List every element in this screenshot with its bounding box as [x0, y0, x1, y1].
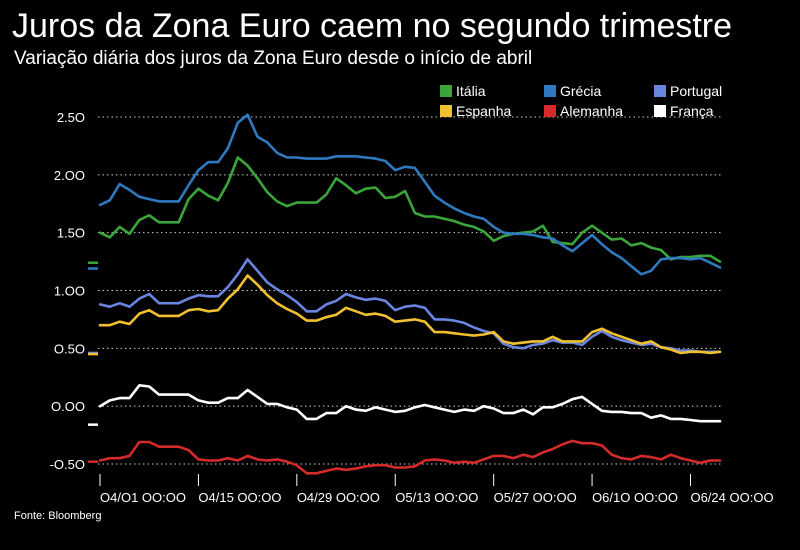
y-tick-label: O.5O: [54, 341, 85, 356]
legend-label-grecia: Grécia: [560, 83, 602, 99]
legend-swatch-alemanha: [544, 105, 556, 117]
x-tick-label: O4/O1 OO:OO: [100, 490, 186, 505]
legend-label-franca: França: [670, 103, 714, 119]
source-note: Fonte: Bloomberg: [14, 510, 102, 522]
x-tick-label: O5/13 OO:OO: [395, 490, 478, 505]
series-line-italia: [98, 156, 722, 263]
x-tick-label: O6/24 OO:OO: [690, 490, 773, 505]
legend-label-portugal: Portugal: [670, 83, 723, 99]
legend-label-alemanha: Alemanha: [560, 103, 624, 119]
y-tick-label: -O.5O: [50, 457, 85, 472]
x-tick-label: O4/29 OO:OO: [297, 490, 380, 505]
legend-item-italia[interactable]: Itália: [440, 82, 486, 100]
chart-subtitle: Variação diária dos juros da Zona Euro d…: [14, 48, 533, 69]
legend-item-portugal[interactable]: Portugal: [654, 82, 722, 100]
legend-swatch-italia: [440, 85, 452, 97]
legend-label-espanha: Espanha: [456, 103, 512, 119]
x-tick-label: O4/15 OO:OO: [198, 490, 281, 505]
series-line-espanha: [98, 274, 722, 355]
legend-item-espanha[interactable]: Espanha: [440, 102, 511, 120]
legend-label-italia: Itália: [456, 83, 486, 99]
legend-swatch-grecia: [544, 85, 556, 97]
legend-item-franca[interactable]: França: [654, 102, 714, 120]
series-line-alemanha: [98, 439, 722, 475]
legend-item-grecia[interactable]: Grécia: [544, 82, 601, 100]
y-tick-label: 2.5O: [57, 110, 85, 125]
legend-swatch-franca: [654, 105, 666, 117]
series-line-grecia: [98, 113, 722, 276]
y-tick-label: 1.5O: [57, 226, 85, 241]
y-tick-label: 1.OO: [54, 284, 85, 299]
legend-item-alemanha[interactable]: Alemanha: [544, 102, 623, 120]
chart-title: Juros da Zona Euro caem no segundo trime…: [12, 7, 733, 45]
chart-legend: Itália Grécia Portugal Espanha Alemanha …: [440, 82, 760, 122]
legend-swatch-portugal: [654, 85, 666, 97]
series-line-portugal: [98, 257, 722, 354]
x-tick-label: O5/27 OO:OO: [494, 490, 577, 505]
legend-swatch-espanha: [440, 105, 452, 117]
y-tick-label: O.OO: [51, 399, 85, 414]
y-tick-label: 2.OO: [54, 168, 85, 183]
x-tick-label: O6/1O OO:OO: [592, 490, 678, 505]
series-line-franca: [98, 383, 722, 423]
